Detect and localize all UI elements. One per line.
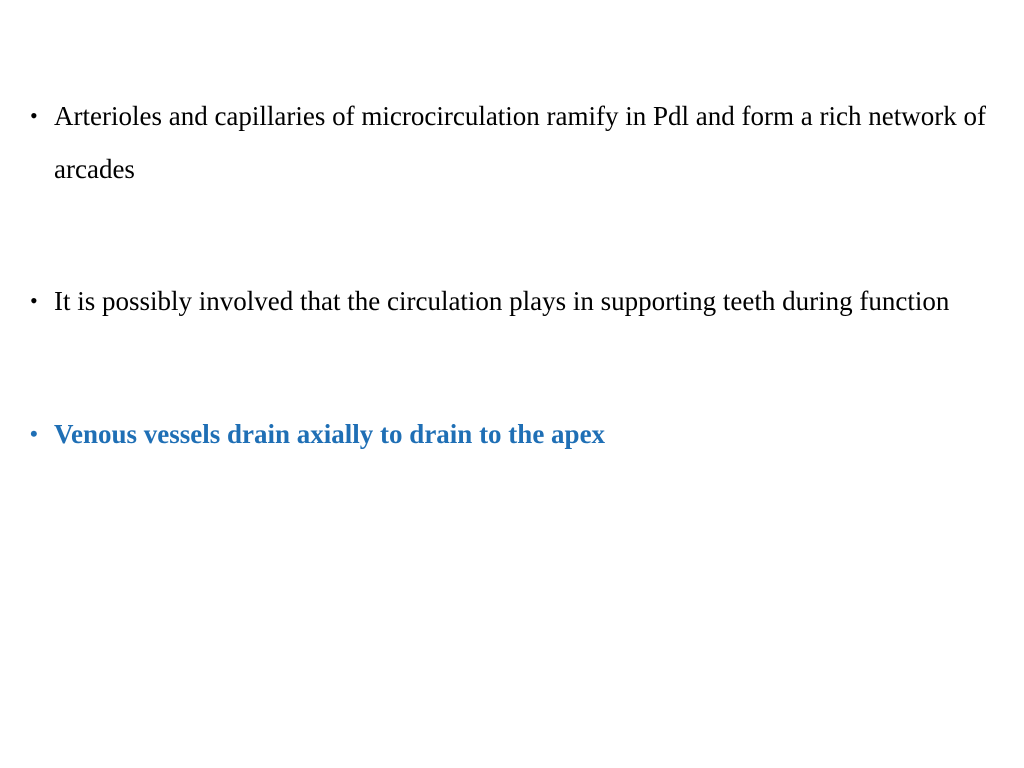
bullet-item: Arterioles and capillaries of microcircu…	[30, 90, 994, 195]
bullet-list: Arterioles and capillaries of microcircu…	[30, 90, 994, 461]
bullet-text: It is possibly involved that the circula…	[54, 286, 949, 316]
bullet-text: Venous vessels drain axially to drain to…	[54, 419, 605, 449]
bullet-item: Venous vessels drain axially to drain to…	[30, 408, 994, 461]
bullet-text: Arterioles and capillaries of microcircu…	[54, 101, 986, 184]
bullet-item: It is possibly involved that the circula…	[30, 275, 994, 328]
